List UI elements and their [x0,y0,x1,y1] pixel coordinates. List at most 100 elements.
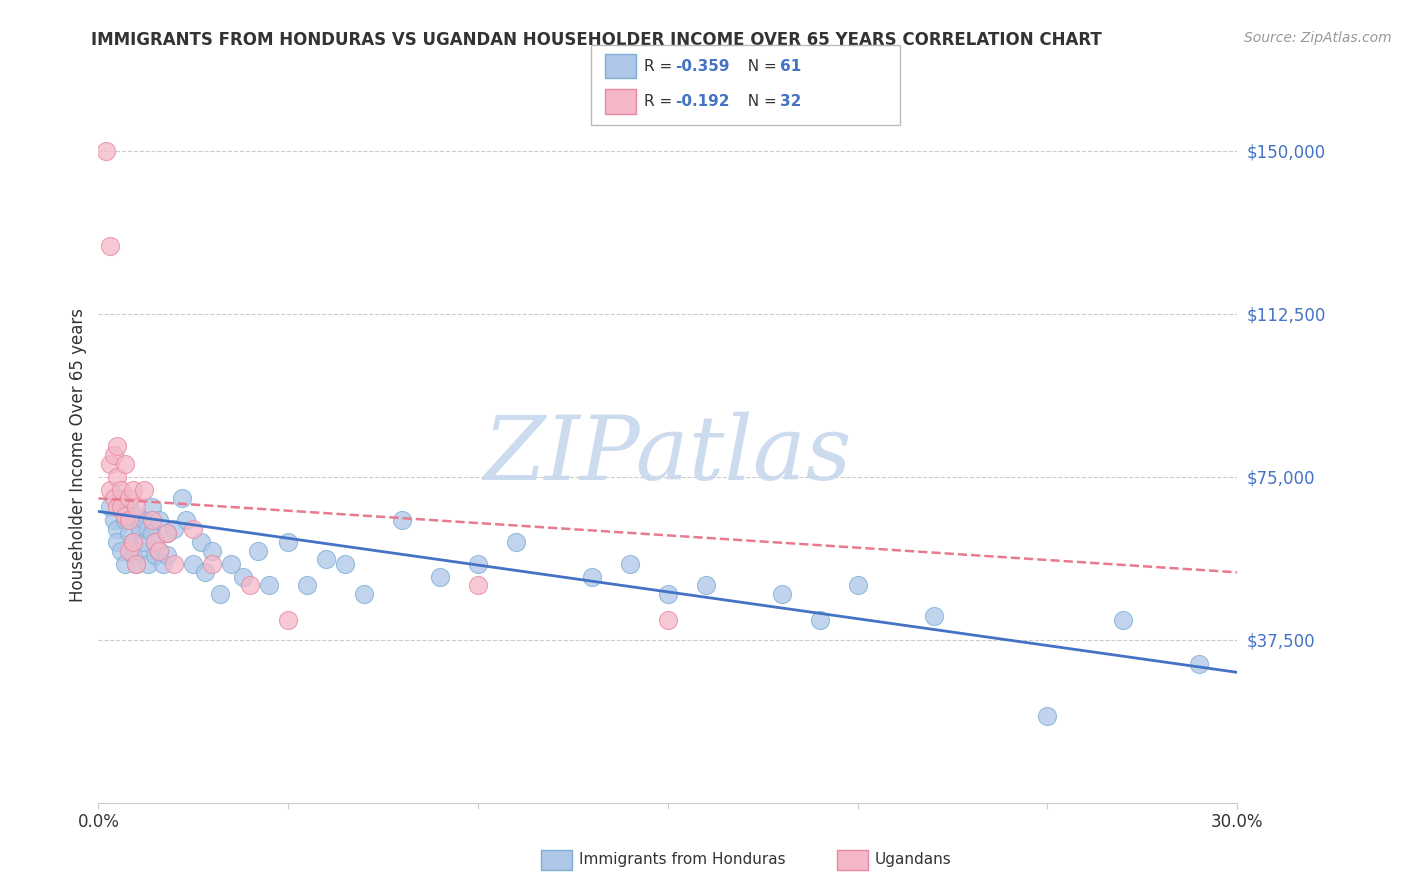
Point [145,534,167,549]
Point [129,522,152,536]
Point [148,543,170,558]
Point [695,578,717,592]
Point [163,557,186,571]
Point [98,483,121,497]
Point [118,513,141,527]
Point [114,508,136,523]
Point [156,526,179,541]
Point [174,513,197,527]
Point [110,483,132,497]
Point [98,500,121,514]
Point [103,491,125,506]
Point [132,483,155,497]
Text: Ugandans: Ugandans [875,853,952,867]
Point [581,570,603,584]
Point [505,534,527,549]
Point [132,513,155,527]
Point [125,557,148,571]
Point [145,534,167,549]
Point [148,513,170,527]
Point [846,578,869,592]
Point [429,570,451,584]
Point [110,500,132,514]
Point [114,457,136,471]
Point [619,557,641,571]
Point [467,578,489,592]
Point [259,578,281,592]
Point [232,570,254,584]
Point [1188,657,1211,671]
Point [118,526,141,541]
Point [152,557,174,571]
Point [239,578,262,592]
Point [194,566,217,580]
Point [657,613,679,627]
Point [277,534,299,549]
Point [121,483,143,497]
Point [107,522,129,536]
Point [103,513,125,527]
Point [94,144,117,158]
Point [110,491,132,506]
Point [315,552,337,566]
Point [808,613,831,627]
Point [141,513,163,527]
Point [121,534,143,549]
Point [129,543,152,558]
Point [297,578,319,592]
Point [125,508,148,523]
Point [467,557,489,571]
Point [183,557,205,571]
Text: IMMIGRANTS FROM HONDURAS VS UGANDAN HOUSEHOLDER INCOME OVER 65 YEARS CORRELATION: IMMIGRANTS FROM HONDURAS VS UGANDAN HOUS… [91,31,1102,49]
Point [107,534,129,549]
Point [114,513,136,527]
Point [107,439,129,453]
Point [145,548,167,562]
Point [141,500,163,514]
Point [125,500,148,514]
Point [107,500,129,514]
Point [110,543,132,558]
Point [353,587,375,601]
Point [335,557,357,571]
Text: -0.192: -0.192 [675,95,730,109]
Text: 61: 61 [780,59,801,73]
Point [98,457,121,471]
Point [121,548,143,562]
Point [141,526,163,541]
Text: N =: N = [738,59,782,73]
Point [922,608,945,623]
Point [201,557,224,571]
Point [190,534,212,549]
Point [156,526,179,541]
Point [118,543,141,558]
Point [201,543,224,558]
Point [148,543,170,558]
Point [132,534,155,549]
Text: R =: R = [644,59,678,73]
Text: ZIPatlas: ZIPatlas [484,411,852,499]
Point [221,557,243,571]
Point [183,522,205,536]
Text: R =: R = [644,95,678,109]
Point [391,513,413,527]
Point [277,613,299,627]
Point [103,448,125,462]
Point [156,548,179,562]
Point [770,587,793,601]
Point [136,557,159,571]
Point [136,522,159,536]
Point [657,587,679,601]
Text: N =: N = [738,95,782,109]
Point [163,522,186,536]
Point [118,491,141,506]
Text: 32: 32 [780,95,801,109]
Text: -0.359: -0.359 [675,59,730,73]
Point [107,469,129,483]
Text: Source: ZipAtlas.com: Source: ZipAtlas.com [1244,31,1392,45]
Point [246,543,269,558]
Point [114,557,136,571]
Point [1036,708,1059,723]
Point [125,557,148,571]
Y-axis label: Householder Income Over 65 years: Householder Income Over 65 years [69,308,87,602]
